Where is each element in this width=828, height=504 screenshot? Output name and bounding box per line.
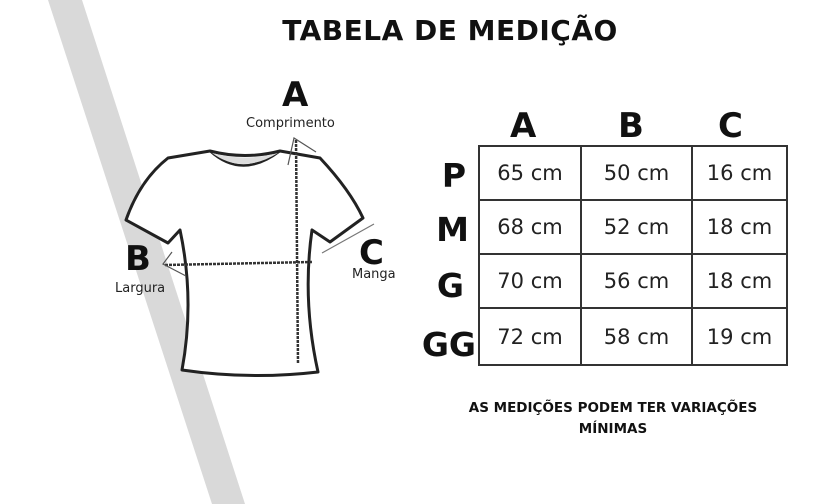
page-title: TABELA DE MEDIÇÃO bbox=[282, 14, 618, 47]
table-row: 72 cm 58 cm 19 cm bbox=[478, 307, 788, 366]
table-cell: 19 cm bbox=[691, 307, 788, 366]
row-label-p: P bbox=[441, 156, 466, 195]
note-line-2: MÍNIMAS bbox=[578, 421, 648, 437]
table-cell: 16 cm bbox=[691, 145, 788, 201]
table-cell: 18 cm bbox=[691, 199, 788, 255]
table-cell: 50 cm bbox=[580, 145, 693, 201]
table-row: 70 cm 56 cm 18 cm bbox=[478, 253, 788, 309]
column-header-b: B bbox=[618, 106, 644, 146]
table-cell: 56 cm bbox=[580, 253, 693, 309]
table-cell: 72 cm bbox=[478, 307, 582, 366]
column-header-a: A bbox=[510, 106, 537, 146]
table-cell: 18 cm bbox=[691, 253, 788, 309]
table-cell: 58 cm bbox=[580, 307, 693, 366]
row-label-gg: GG bbox=[421, 325, 476, 364]
row-label-g: G bbox=[436, 266, 464, 305]
note-line-1: AS MEDIÇÕES PODEM TER VARIAÇÕES bbox=[468, 400, 758, 416]
table-row: 65 cm 50 cm 16 cm bbox=[478, 145, 788, 201]
label-b-letter: B bbox=[125, 239, 151, 279]
measurement-note: AS MEDIÇÕES PODEM TER VARIAÇÕES MÍNIMAS bbox=[440, 398, 786, 440]
label-b-text: Largura bbox=[115, 281, 166, 296]
table-row: 68 cm 52 cm 18 cm bbox=[478, 199, 788, 255]
label-c-letter: C bbox=[359, 233, 384, 273]
table-cell: 70 cm bbox=[478, 253, 582, 309]
table-cell: 52 cm bbox=[580, 199, 693, 255]
table-cell: 65 cm bbox=[478, 145, 582, 201]
table-cell: 68 cm bbox=[478, 199, 582, 255]
row-label-m: M bbox=[436, 210, 469, 249]
label-c-text: Manga bbox=[352, 267, 396, 282]
size-table: 65 cm 50 cm 16 cm 68 cm 52 cm 18 cm 70 c… bbox=[478, 145, 788, 366]
column-header-c: C bbox=[718, 106, 743, 146]
label-a-letter: A bbox=[282, 75, 309, 115]
label-a-text: Comprimento bbox=[246, 116, 335, 131]
